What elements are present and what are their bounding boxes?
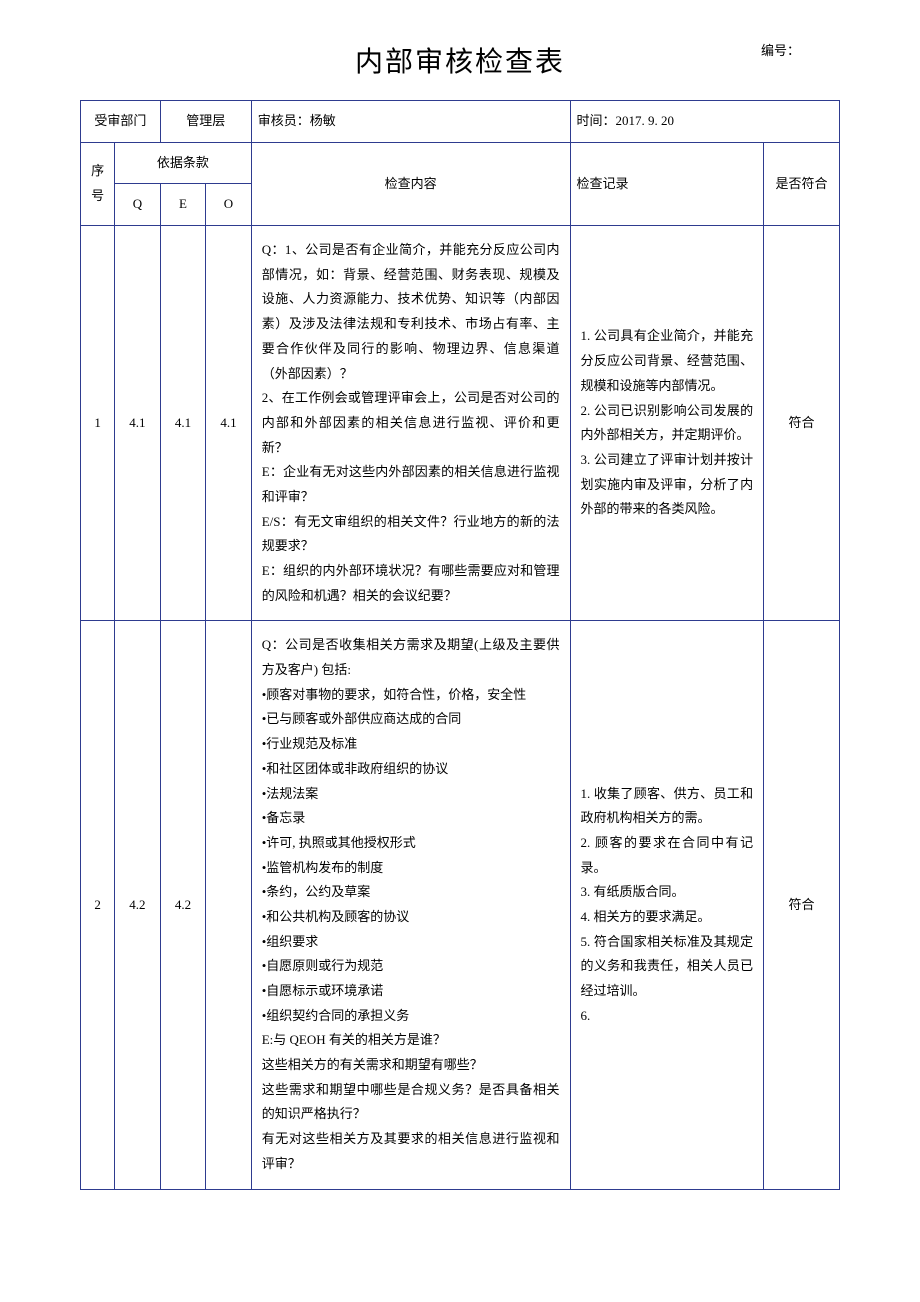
title-row: 内部审核检查表 编号： — [80, 40, 840, 80]
cell-e: 4.1 — [160, 226, 206, 621]
cell-record: 1. 收集了顾客、供方、员工和政府机构相关方的需。2. 顾客的要求在合同中有记录… — [570, 621, 764, 1189]
cell-o — [206, 621, 252, 1189]
cell-seq: 2 — [81, 621, 115, 1189]
table-row: 2 4.2 4.2 Q：公司是否收集相关方需求及期望(上级及主要供方及客户) 包… — [81, 621, 840, 1189]
dept-value: 管理层 — [160, 101, 251, 143]
cell-conform: 符合 — [764, 621, 840, 1189]
table-header-row-1: 序号 依据条款 检查内容 检查记录 是否符合 — [81, 142, 840, 184]
auditor-value: 杨敏 — [310, 113, 336, 128]
dept-label: 受审部门 — [81, 101, 161, 143]
document-title: 内部审核检查表 — [355, 40, 565, 80]
time-cell: 时间：2017. 9. 20 — [570, 101, 839, 143]
cell-conform: 符合 — [764, 226, 840, 621]
cell-record: 1. 公司具有企业简介，并能充分反应公司背景、经营范围、规模和设施等内部情况。2… — [570, 226, 764, 621]
col-basis: 依据条款 — [115, 142, 252, 184]
cell-seq: 1 — [81, 226, 115, 621]
col-content: 检查内容 — [251, 142, 570, 225]
col-seq: 序号 — [81, 142, 115, 225]
col-q: Q — [115, 184, 161, 226]
cell-content: Q：公司是否收集相关方需求及期望(上级及主要供方及客户) 包括:•顾客对事物的要… — [251, 621, 570, 1189]
table-info-row: 受审部门 管理层 审核员：杨敏 时间：2017. 9. 20 — [81, 101, 840, 143]
col-o: O — [206, 184, 252, 226]
document-number-label: 编号： — [761, 40, 800, 59]
time-value: 2017. 9. 20 — [616, 113, 675, 128]
cell-content: Q：1、公司是否有企业简介，并能充分反应公司内部情况，如：背景、经营范围、财务表… — [251, 226, 570, 621]
cell-o: 4.1 — [206, 226, 252, 621]
table-row: 1 4.1 4.1 4.1 Q：1、公司是否有企业简介，并能充分反应公司内部情况… — [81, 226, 840, 621]
auditor-cell: 审核员：杨敏 — [251, 101, 570, 143]
col-conform: 是否符合 — [764, 142, 840, 225]
auditor-label: 审核员： — [258, 113, 310, 128]
audit-checklist-table: 受审部门 管理层 审核员：杨敏 时间：2017. 9. 20 序号 依据条款 检… — [80, 100, 840, 1190]
cell-e: 4.2 — [160, 621, 206, 1189]
col-e: E — [160, 184, 206, 226]
cell-q: 4.1 — [115, 226, 161, 621]
time-label: 时间： — [577, 113, 616, 128]
cell-q: 4.2 — [115, 621, 161, 1189]
col-record: 检查记录 — [570, 142, 764, 225]
